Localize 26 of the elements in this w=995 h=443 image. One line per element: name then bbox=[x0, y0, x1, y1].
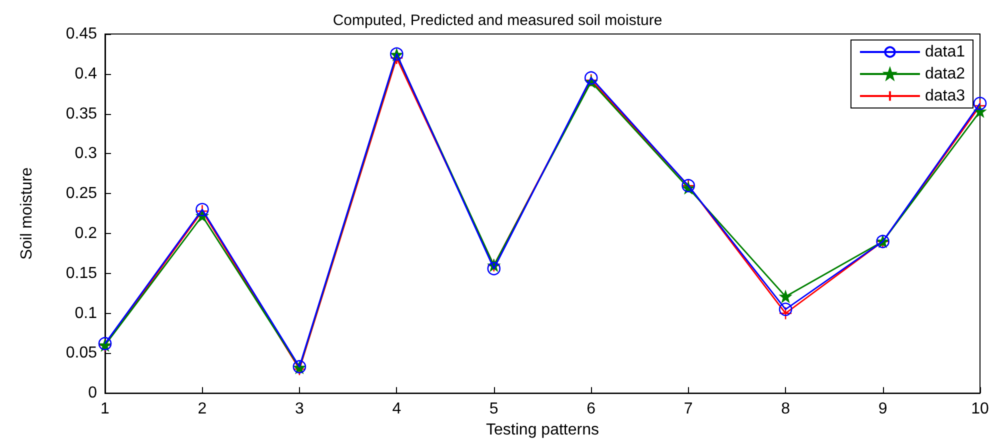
y-tick-label: 0 bbox=[88, 384, 98, 402]
y-tick-label: 0.35 bbox=[66, 105, 98, 122]
y-tick-label: 0.4 bbox=[74, 65, 98, 82]
y-tick-label: 0.05 bbox=[66, 344, 98, 362]
y-tick-label: 0.25 bbox=[66, 185, 98, 202]
legend-label: data3 bbox=[924, 88, 966, 104]
y-tick-label: 0.15 bbox=[66, 264, 98, 282]
x-tick-label: 4 bbox=[392, 400, 402, 418]
y-tick-label: 0.45 bbox=[66, 26, 98, 42]
y-axis-title: Soil moisture bbox=[18, 167, 36, 260]
x-tick-label: 8 bbox=[781, 400, 790, 418]
x-tick-label: 3 bbox=[294, 400, 304, 418]
x-tick-label: 1 bbox=[100, 400, 110, 418]
chart-title: Computed, Predicted and measured soil moisture bbox=[332, 12, 662, 29]
x-tick-label: 9 bbox=[878, 400, 888, 418]
y-tick-label: 0.2 bbox=[74, 225, 98, 242]
legend-label: data1 bbox=[924, 44, 966, 60]
x-tick-label: 6 bbox=[586, 400, 596, 418]
y-tick-label: 0.3 bbox=[74, 145, 98, 162]
x-tick-label: 2 bbox=[198, 400, 207, 418]
y-tick-label: 0.1 bbox=[74, 304, 98, 322]
x-tick-label: 10 bbox=[971, 400, 989, 418]
x-axis-title: Testing patterns bbox=[486, 422, 599, 438]
x-tick-label: 7 bbox=[684, 400, 693, 418]
legend-label: data2 bbox=[924, 66, 966, 82]
x-tick-label: 5 bbox=[489, 400, 498, 418]
